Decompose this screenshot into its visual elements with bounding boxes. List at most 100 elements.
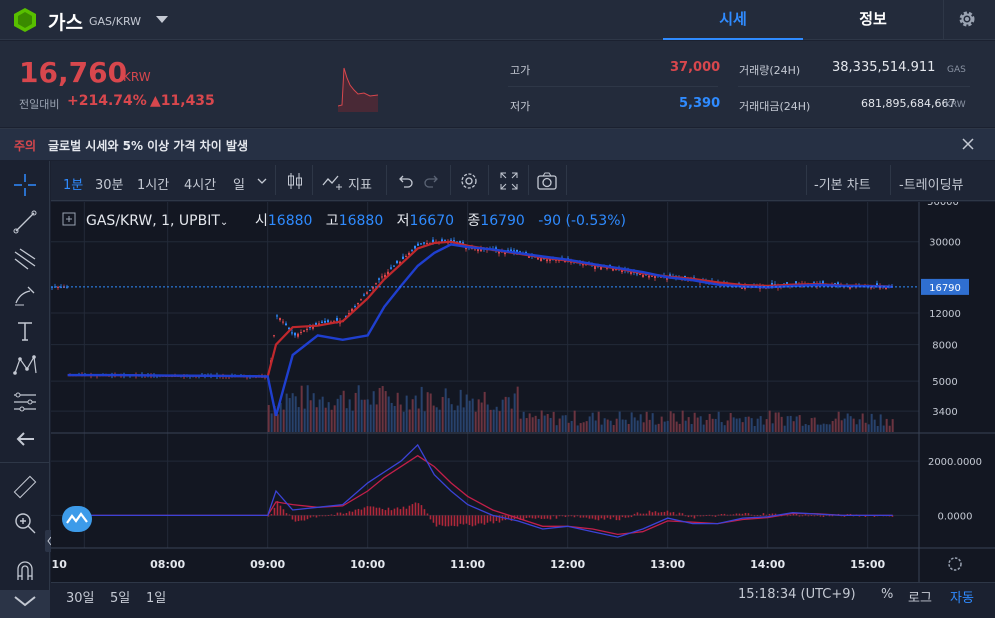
coin-name[interactable]: 가스 [48, 12, 83, 34]
pattern-icon[interactable] [10, 351, 40, 381]
axis-settings-icon[interactable] [948, 557, 962, 571]
macd-histogram-bar [330, 514, 333, 516]
percent-toggle[interactable]: % [881, 587, 894, 602]
macd-histogram-bar [300, 515, 303, 521]
indicator-label[interactable]: 지표 [348, 178, 372, 193]
fib-icon[interactable] [10, 387, 40, 417]
interval-1m[interactable]: 1분 [63, 178, 84, 193]
auto-toggle[interactable]: 자동 [950, 591, 974, 606]
range-30d[interactable]: 30일 [66, 591, 95, 606]
candle-body [648, 275, 650, 278]
macd-histogram-bar [675, 514, 678, 516]
volume-bar [687, 417, 690, 432]
volume-bar [657, 423, 660, 432]
volume-bar [726, 420, 729, 432]
gear-icon[interactable] [957, 9, 977, 29]
x-tick-label: 13:00 [650, 558, 685, 571]
fullscreen-icon[interactable] [498, 170, 520, 192]
pitchfork-icon[interactable] [10, 244, 40, 274]
price-chart[interactable]: 16790 50000 30000 12000 8000 5000 3400 2000.000… [51, 202, 995, 582]
volume-bar [303, 408, 306, 432]
range-5d[interactable]: 5일 [110, 591, 131, 606]
magnet-icon[interactable] [10, 556, 40, 586]
volume-bar [816, 424, 819, 432]
volume-bar [693, 412, 696, 432]
arrow-left-icon[interactable] [10, 424, 40, 454]
trendline-icon[interactable] [10, 207, 40, 237]
candle-body [363, 294, 365, 296]
macd-histogram-bar [579, 515, 582, 518]
volume-bar [351, 410, 354, 432]
candle-body [837, 282, 839, 286]
volume-bar [642, 422, 645, 432]
clock: 15:18:34 (UTC+9) [738, 587, 856, 602]
interval-30m[interactable]: 30분 [95, 178, 124, 193]
log-toggle[interactable]: 로그 [908, 591, 932, 606]
ruler-icon[interactable] [10, 472, 40, 502]
basic-chart-button[interactable]: -기본 차트 [814, 178, 871, 193]
tradingview-button[interactable]: -트레이딩뷰 [899, 178, 964, 193]
macd-histogram-bar [390, 510, 393, 516]
zoom-in-icon[interactable] [10, 508, 40, 538]
interval-4h[interactable]: 4시간 [184, 178, 217, 193]
macd-histogram-bar [765, 514, 768, 516]
candle-type-icon[interactable] [284, 170, 306, 192]
volume-bar [558, 418, 561, 432]
volume-bar [411, 399, 414, 432]
undo-icon[interactable] [394, 170, 416, 192]
volume-bar [666, 420, 669, 432]
chart-settings-icon[interactable] [458, 170, 480, 192]
camera-icon[interactable] [536, 170, 558, 192]
volume-bar [870, 413, 873, 432]
indicator-icon[interactable] [321, 170, 343, 192]
volume-bar [339, 395, 342, 432]
candle-body [324, 320, 326, 323]
volume-bar [519, 418, 522, 432]
candle-body [876, 283, 878, 287]
collapse-legend-icon[interactable] [62, 212, 76, 226]
chevron-down-icon[interactable] [12, 594, 38, 608]
volume-bar [468, 400, 471, 432]
interval-1h[interactable]: 1시간 [137, 178, 170, 193]
macd-histogram-bar [813, 515, 816, 517]
interval-dropdown-icon[interactable] [256, 176, 268, 186]
volume-bar [864, 422, 867, 432]
coin-dropdown-icon[interactable] [156, 16, 168, 23]
volume-bar [270, 413, 273, 432]
volume-bar [876, 425, 879, 432]
symbol-dropdown-icon[interactable]: ⌄ [219, 217, 229, 228]
symbol-name[interactable]: GAS/KRW, 1, UPBIT [86, 213, 220, 229]
volume-bar [450, 404, 453, 432]
tab-info[interactable]: 정보 [859, 10, 887, 28]
volume-bar [648, 419, 651, 432]
volume-bar [291, 393, 294, 432]
tradingview-logo-icon[interactable] [62, 506, 92, 532]
coin-pair[interactable]: GAS/KRW [89, 15, 142, 28]
brush-icon[interactable] [10, 281, 40, 311]
high-value: 16880 [338, 213, 384, 229]
volume-bar [708, 413, 711, 432]
close-icon[interactable] [960, 136, 976, 152]
macd-histogram-bar [819, 515, 822, 517]
interval-day[interactable]: 일 [233, 178, 245, 193]
candle-body [393, 265, 395, 267]
crosshair-icon[interactable] [10, 170, 40, 200]
macd-histogram-bar [636, 512, 639, 516]
macd-histogram-bar [276, 501, 279, 516]
tab-market[interactable]: 시세 [663, 0, 803, 40]
macd-histogram-bar [744, 512, 747, 516]
volume-bar [441, 396, 444, 432]
toolbar-divider [275, 165, 276, 195]
text-tool-icon[interactable] [10, 316, 40, 346]
x-tick-label: 08:00 [150, 558, 185, 571]
volume-bar [855, 424, 858, 432]
candle-body [630, 272, 632, 274]
volume-bar [327, 402, 330, 432]
redo-icon[interactable] [421, 170, 443, 192]
candle-body [291, 332, 293, 334]
range-1d[interactable]: 1일 [146, 591, 167, 606]
candle-body [360, 299, 362, 301]
volume-bar [702, 424, 705, 432]
volume-bar [684, 420, 687, 432]
volume-bar [594, 420, 597, 432]
